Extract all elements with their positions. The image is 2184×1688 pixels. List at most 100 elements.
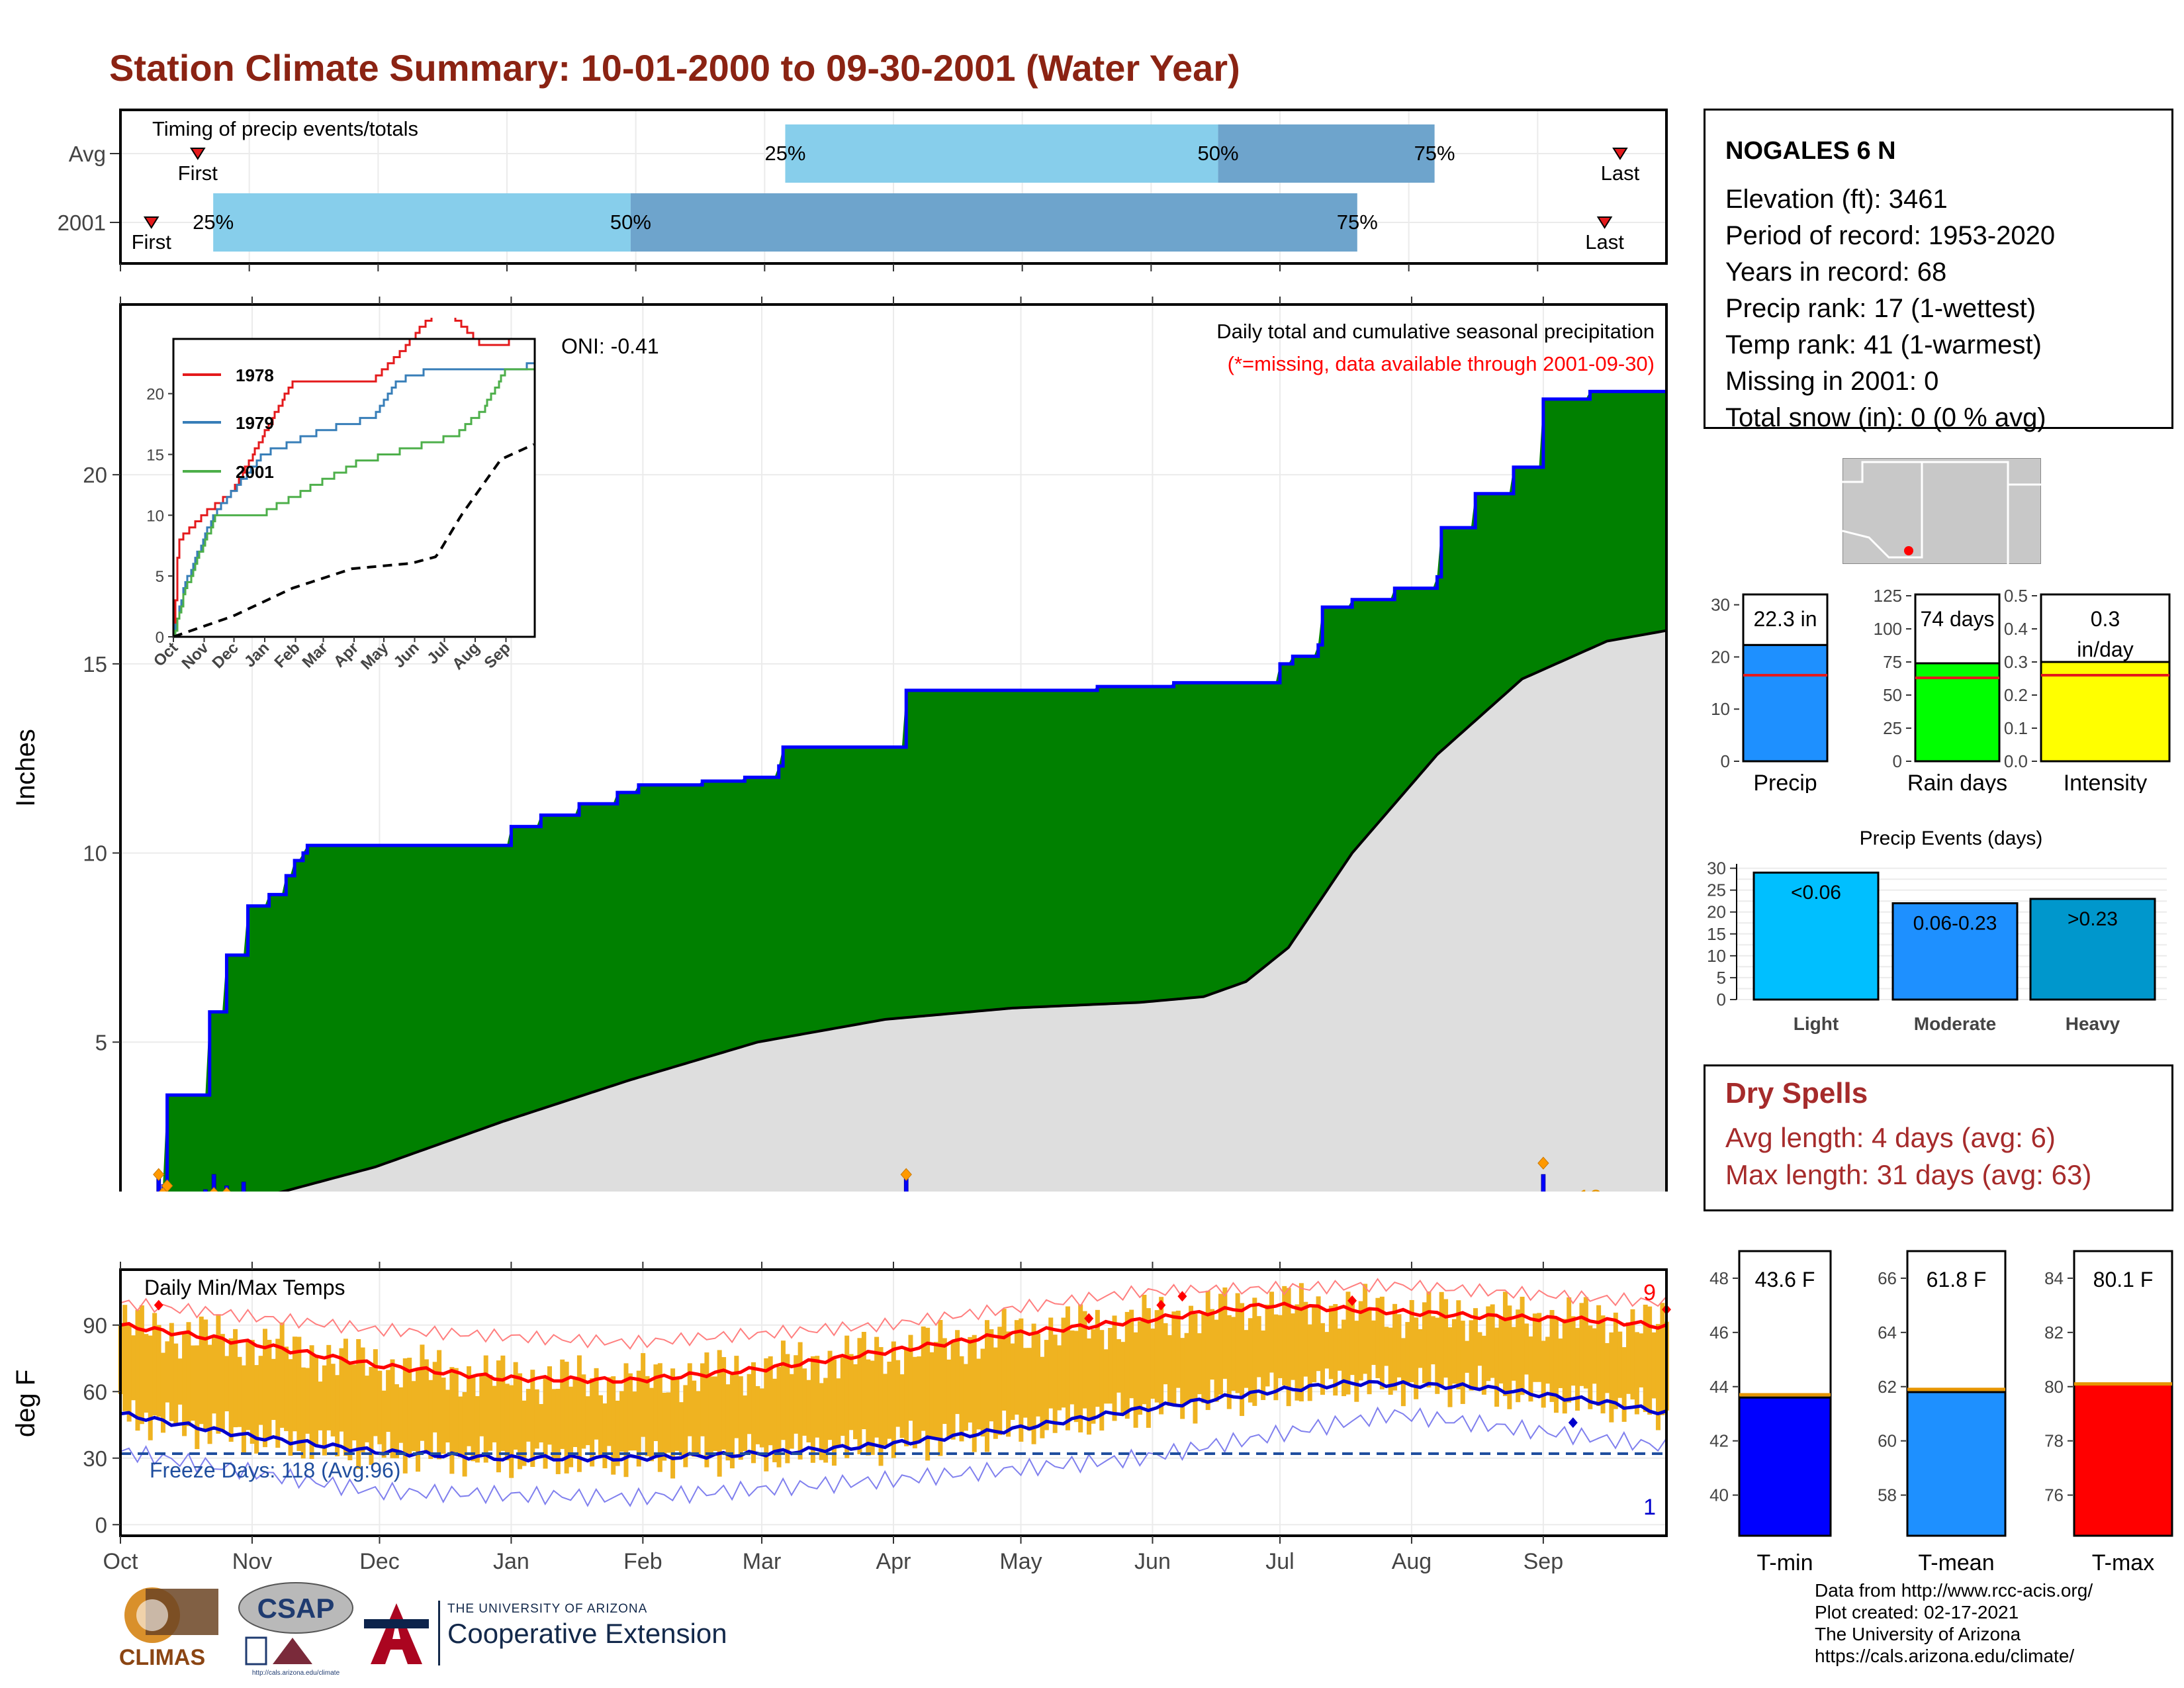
daily-temp-range-bar bbox=[627, 1373, 633, 1451]
daily-temp-range-bar bbox=[1621, 1347, 1627, 1422]
season-bar-top-0 bbox=[1742, 593, 1829, 646]
daily-temp-range-bar bbox=[1388, 1327, 1393, 1395]
temp-panel-header: Daily Min/Max Temps bbox=[144, 1276, 345, 1299]
inset-x-tick-label: Apr bbox=[330, 639, 362, 671]
daily-temp-range-bar bbox=[1354, 1321, 1359, 1402]
precip-events-value-2: >0.23 bbox=[2068, 908, 2118, 930]
daily-temp-range-bar bbox=[887, 1362, 892, 1439]
timing-pct-label: 75% bbox=[1414, 142, 1455, 165]
daily-temp-range-bar bbox=[585, 1396, 590, 1446]
climas-ring-icon bbox=[136, 1599, 168, 1631]
station-temp-rank: Temp rank: 41 (1-warmest) bbox=[1725, 330, 2042, 359]
daily-temp-range-bar bbox=[1494, 1327, 1500, 1407]
precip-events-title: Precip Events (days) bbox=[1860, 827, 2043, 849]
temp-bar-top-0 bbox=[1738, 1250, 1832, 1399]
daily-temp-range-bar bbox=[1626, 1322, 1631, 1394]
daily-temp-range-bar bbox=[1146, 1308, 1151, 1428]
daily-temp-range-bar bbox=[1175, 1310, 1181, 1388]
daily-temp-range-bar bbox=[738, 1376, 743, 1460]
x-axis-tick-label: Oct bbox=[103, 1549, 138, 1574]
daily-temp-range-bar bbox=[823, 1378, 829, 1463]
csap-grid-icon bbox=[245, 1636, 267, 1665]
daily-temp-range-bar bbox=[576, 1355, 582, 1472]
daily-temp-range-bar bbox=[700, 1363, 705, 1436]
daily-temp-range-bar bbox=[1507, 1305, 1512, 1409]
daily-temp-range-bar bbox=[980, 1348, 985, 1437]
daily-temp-range-bar bbox=[776, 1366, 782, 1468]
daily-temp-range-bar bbox=[211, 1335, 216, 1414]
season-y-tick-label: 0 bbox=[1721, 751, 1730, 771]
daily-precip-bar bbox=[211, 1174, 216, 1192]
daily-temp-range-bar bbox=[1532, 1313, 1537, 1382]
credit-university: The University of Arizona bbox=[1815, 1624, 2021, 1644]
daily-temp-range-bar bbox=[1592, 1328, 1597, 1384]
daily-temp-range-bar bbox=[1392, 1303, 1398, 1391]
temp-bar-y-tick-label: 44 bbox=[1709, 1377, 1729, 1397]
station-years: Years in record: 68 bbox=[1725, 258, 1947, 287]
daily-temp-range-bar bbox=[424, 1359, 429, 1452]
daily-temp-range-bar bbox=[678, 1402, 684, 1456]
daily-temp-range-bar bbox=[292, 1336, 297, 1432]
daily-temp-range-bar bbox=[1001, 1309, 1007, 1411]
cumulative-avg-line bbox=[278, 629, 1667, 1192]
record-high-marker bbox=[154, 1299, 163, 1311]
daily-temp-range-bar bbox=[1477, 1332, 1482, 1366]
temp-bar-y-tick-label: 58 bbox=[1878, 1485, 1897, 1505]
daily-temp-range-bar bbox=[1630, 1309, 1635, 1400]
daily-temp-range-bar bbox=[963, 1364, 968, 1431]
daily-temp-range-bar bbox=[1010, 1343, 1015, 1421]
daily-temp-range-bar bbox=[1456, 1300, 1461, 1389]
cumulative-precip-panel: Daily total and cumulative seasonal prec… bbox=[11, 297, 1668, 1192]
daily-temp-range-bar bbox=[1447, 1327, 1453, 1407]
daily-temp-range-bar bbox=[729, 1374, 735, 1469]
daily-temp-range-bar bbox=[182, 1333, 187, 1436]
daily-temp-range-bar bbox=[1197, 1333, 1202, 1395]
daily-temp-range-bar bbox=[1400, 1338, 1406, 1407]
season-bar-2 bbox=[2040, 661, 2171, 763]
daily-temp-range-bar bbox=[1379, 1296, 1385, 1389]
station-snow: Total snow (in): 0 (0 % avg) bbox=[1725, 403, 2046, 432]
daily-temp-range-bar bbox=[1282, 1286, 1287, 1385]
daily-temp-range-bar bbox=[747, 1374, 752, 1434]
precip-events-y-tick-label: 5 bbox=[1717, 968, 1726, 988]
x-axis-tick-label: Jul bbox=[1265, 1549, 1294, 1574]
daily-temp-range-bar bbox=[1320, 1323, 1325, 1395]
csap-url: http://cals.arizona.edu/climate bbox=[252, 1669, 340, 1677]
precip-event-marker bbox=[161, 1179, 173, 1192]
daily-temp-range-bar bbox=[1073, 1331, 1079, 1423]
temp-bar-y-tick-label: 62 bbox=[1878, 1377, 1897, 1397]
ua-small-text: THE UNIVERSITY OF ARIZONA bbox=[447, 1602, 648, 1616]
inset-x-tick-label: Mar bbox=[298, 639, 331, 671]
timing-pct-label: 25% bbox=[764, 142, 805, 165]
temp-y-tick-label: 90 bbox=[83, 1313, 107, 1338]
daily-temp-range-bar bbox=[1367, 1307, 1372, 1395]
daily-temp-range-bar bbox=[258, 1356, 263, 1425]
daily-temp-range-bar bbox=[831, 1359, 837, 1466]
daily-temp-range-bar bbox=[836, 1378, 841, 1448]
daily-temp-range-bar bbox=[572, 1376, 578, 1447]
daily-temp-range-bar bbox=[462, 1391, 467, 1477]
daily-temp-range-bar bbox=[1613, 1312, 1618, 1409]
precip-event-marker bbox=[210, 1187, 218, 1192]
daily-temp-range-bar bbox=[768, 1356, 773, 1446]
timing-last-marker bbox=[1612, 148, 1628, 160]
season-value-label-1: 74 days bbox=[1920, 607, 1994, 631]
daily-temp-range-bar bbox=[1465, 1340, 1470, 1373]
daily-temp-range-bar bbox=[1655, 1324, 1661, 1430]
inset-y-tick-label: 5 bbox=[156, 568, 164, 586]
daily-temp-range-bar bbox=[467, 1366, 472, 1446]
season-bar-0 bbox=[1742, 643, 1829, 763]
temp-y-tick-label: 60 bbox=[83, 1380, 107, 1404]
daily-temp-range-bar bbox=[173, 1343, 179, 1425]
inset-y-tick-label: 10 bbox=[146, 507, 164, 525]
daily-precip-bar bbox=[203, 1189, 208, 1192]
daily-temp-range-bar bbox=[148, 1335, 153, 1440]
temp-bar-y-tick-label: 76 bbox=[2044, 1485, 2064, 1505]
daily-temp-range-bar bbox=[899, 1374, 905, 1438]
page-title: Station Climate Summary: 10-01-2000 to 0… bbox=[109, 47, 1240, 89]
daily-temp-range-bar bbox=[351, 1364, 357, 1440]
precip-event-marker bbox=[1537, 1156, 1549, 1170]
daily-temp-range-bar bbox=[1520, 1296, 1525, 1395]
x-axis-tick-label: Dec bbox=[359, 1549, 399, 1574]
main-y-tick-label: 5 bbox=[95, 1030, 107, 1055]
